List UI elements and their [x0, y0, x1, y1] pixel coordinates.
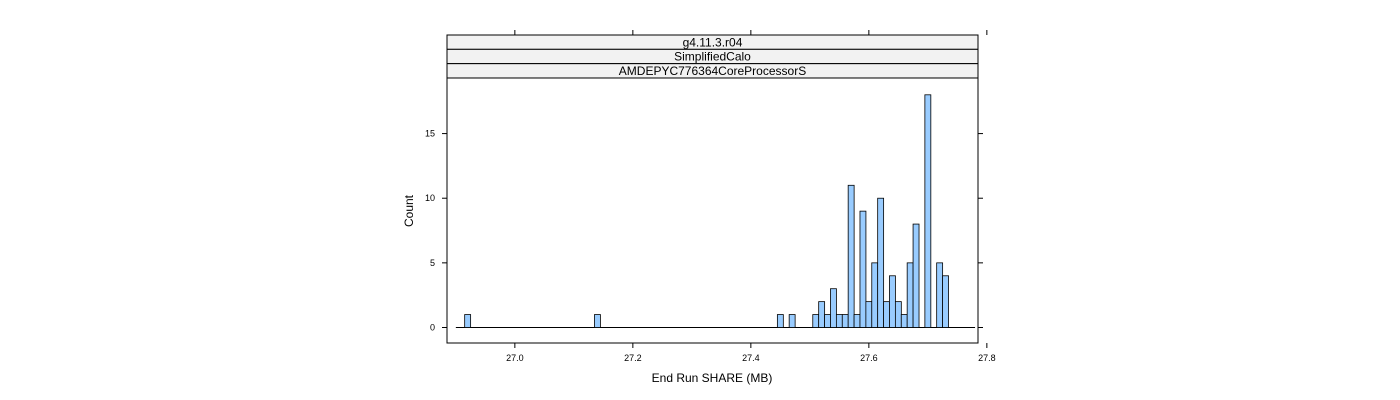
histogram-bar: [883, 301, 890, 328]
histogram-bar: [841, 314, 849, 328]
histogram-bar: [889, 275, 896, 328]
histogram-bar: [900, 314, 908, 328]
x-tick-label: 27.2: [624, 353, 642, 363]
y-tick-label: 15: [425, 129, 435, 139]
histogram-bar: [594, 314, 601, 328]
histogram-bars: [464, 94, 949, 328]
x-axis: 27.0 27.2 27.4 27.6 27.8: [506, 30, 996, 363]
histogram-bar: [924, 94, 932, 328]
x-axis-title: End Run SHARE (MB): [652, 371, 773, 385]
strip-label: AMDEPYC776364CoreProcessorS: [619, 64, 806, 78]
y-axis: 0 5 10 15: [425, 129, 983, 332]
panel-frame: [446, 77, 979, 344]
histogram-bar: [894, 301, 902, 328]
histogram-bar: [830, 288, 837, 328]
histogram-bar: [847, 184, 855, 328]
x-tick-label: 27.0: [506, 353, 524, 363]
histogram-bar: [865, 301, 873, 328]
histogram-bar: [859, 210, 867, 328]
histogram-bar: [464, 314, 472, 328]
strip-label: g4.11.3.r04: [683, 35, 743, 49]
x-tick-label: 27.4: [742, 353, 760, 363]
y-tick-label: 10: [425, 193, 435, 203]
histogram-bar: [936, 262, 944, 328]
histogram-bar: [818, 301, 826, 328]
strip-label: SimplifiedCalo: [674, 50, 751, 64]
y-axis-title: Count: [402, 194, 416, 227]
histogram-bar: [912, 223, 920, 328]
histogram-bar: [877, 197, 885, 328]
x-tick-label: 27.8: [978, 353, 996, 363]
strip-panel: g4.11.3.r04SimplifiedCaloAMDEPYC776364Co…: [446, 34, 979, 79]
y-tick-label: 0: [430, 322, 435, 332]
histogram-bar: [871, 262, 879, 328]
y-tick-label: 5: [430, 258, 435, 268]
histogram-bar: [788, 314, 796, 328]
histogram-bar: [942, 275, 949, 328]
histogram-bar: [835, 314, 843, 328]
histogram-bar: [824, 314, 831, 328]
histogram-bar: [853, 314, 861, 328]
histogram-bar: [812, 314, 820, 328]
histogram-bar: [906, 262, 914, 328]
histogram-bar: [776, 314, 784, 328]
x-tick-label: 27.6: [860, 353, 878, 363]
